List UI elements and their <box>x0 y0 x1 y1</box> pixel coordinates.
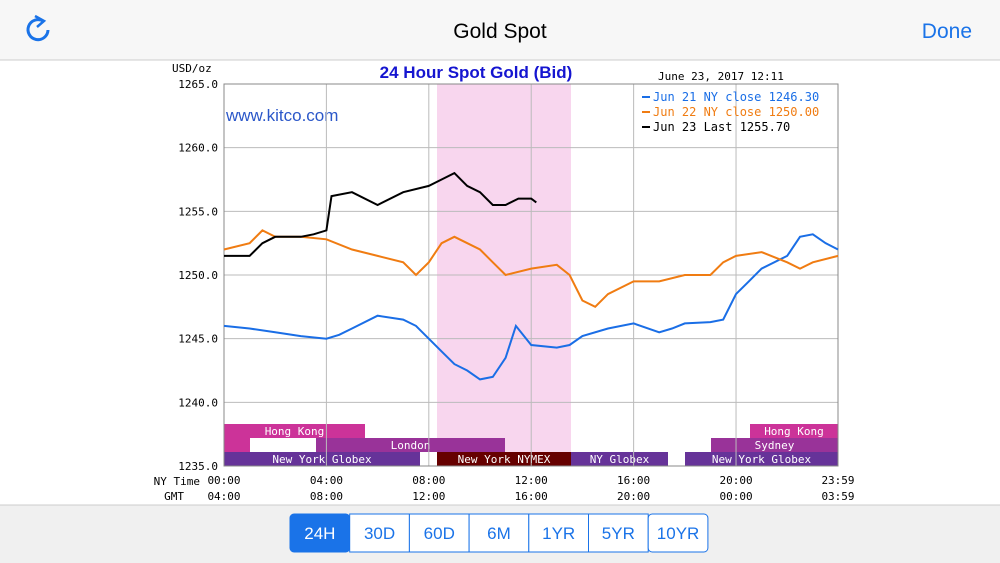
session-label: New York NYMEX <box>458 453 551 466</box>
x2-tick-label: 16:00 <box>515 490 548 503</box>
session-label: NY Globex <box>590 453 650 466</box>
session-block <box>250 438 316 452</box>
range-button[interactable] <box>408 513 470 553</box>
session-block <box>316 438 505 452</box>
range-button-label[interactable]: 24H <box>304 524 335 543</box>
x2-tick-label: 04:00 <box>207 490 240 503</box>
x-tick-label: 12:00 <box>515 474 548 487</box>
x2-tick-label: 08:00 <box>310 490 343 503</box>
range-button-label[interactable]: 60D <box>424 524 455 543</box>
nav-bar <box>0 0 1000 60</box>
range-button-label[interactable]: 5YR <box>602 524 635 543</box>
session-label: Hong Kong <box>265 425 325 438</box>
y-tick-label: 1245.0 <box>178 333 218 346</box>
x-axis-label: NY Time <box>154 475 200 488</box>
range-button[interactable] <box>468 513 530 553</box>
legend-label: Jun 21 NY close 1246.30 <box>653 90 819 104</box>
range-button-label[interactable]: 30D <box>364 524 395 543</box>
session-label: London <box>391 439 431 452</box>
timestamp: June 23, 2017 12:11 <box>658 70 784 83</box>
session-block <box>224 424 365 438</box>
session-label: Hong Kong <box>764 425 824 438</box>
x2-tick-label: 00:00 <box>719 490 752 503</box>
range-button-label[interactable]: 6M <box>487 524 511 543</box>
session-block <box>685 452 838 466</box>
y-tick-label: 1255.0 <box>178 205 218 218</box>
plot-frame <box>223 83 839 467</box>
x-tick-label: 08:00 <box>412 474 445 487</box>
x2-axis-label: GMT <box>164 490 184 503</box>
x2-tick-label: 20:00 <box>617 490 650 503</box>
y-unit: USD/oz <box>172 62 212 75</box>
series-line <box>224 171 537 257</box>
session-block <box>750 424 838 438</box>
session-label: New York Globex <box>272 453 372 466</box>
watermark: www.kitco.com <box>225 106 338 125</box>
y-tick-label: 1240.0 <box>178 396 218 409</box>
x-tick-label: 04:00 <box>310 474 343 487</box>
range-button-label[interactable]: 10YR <box>657 524 700 543</box>
session-block <box>224 438 250 452</box>
x2-tick-label: 12:00 <box>412 490 445 503</box>
session-block <box>437 452 571 466</box>
range-button[interactable] <box>647 513 709 553</box>
series-line <box>223 233 839 381</box>
session-block <box>571 452 668 466</box>
nav-title: Gold Spot <box>453 20 547 43</box>
range-button[interactable] <box>349 513 410 553</box>
x-tick-label: 20:00 <box>719 474 752 487</box>
y-tick-label: 1235.0 <box>178 460 218 473</box>
session-label: Sydney <box>755 439 795 452</box>
done-button[interactable]: Done <box>922 20 972 43</box>
session-block <box>711 438 838 452</box>
session-label: New York Globex <box>712 453 812 466</box>
x-tick-label: 23:59 <box>821 474 854 487</box>
chart-title: 24 Hour Spot Gold (Bid) <box>380 63 573 82</box>
refresh-button[interactable] <box>26 14 50 42</box>
x-tick-label: 16:00 <box>617 474 650 487</box>
legend-label: Jun 22 NY close 1250.00 <box>653 105 819 119</box>
x2-tick-label: 03:59 <box>821 490 854 503</box>
x-tick-label: 00:00 <box>207 474 240 487</box>
y-tick-label: 1260.0 <box>178 142 218 155</box>
series-line <box>223 229 839 309</box>
range-button-label[interactable]: 1YR <box>542 524 575 543</box>
legend-label: Jun 23 Last 1255.70 <box>653 120 790 134</box>
y-tick-label: 1265.0 <box>178 78 218 91</box>
y-tick-label: 1250.0 <box>178 269 218 282</box>
session-block <box>224 452 420 466</box>
